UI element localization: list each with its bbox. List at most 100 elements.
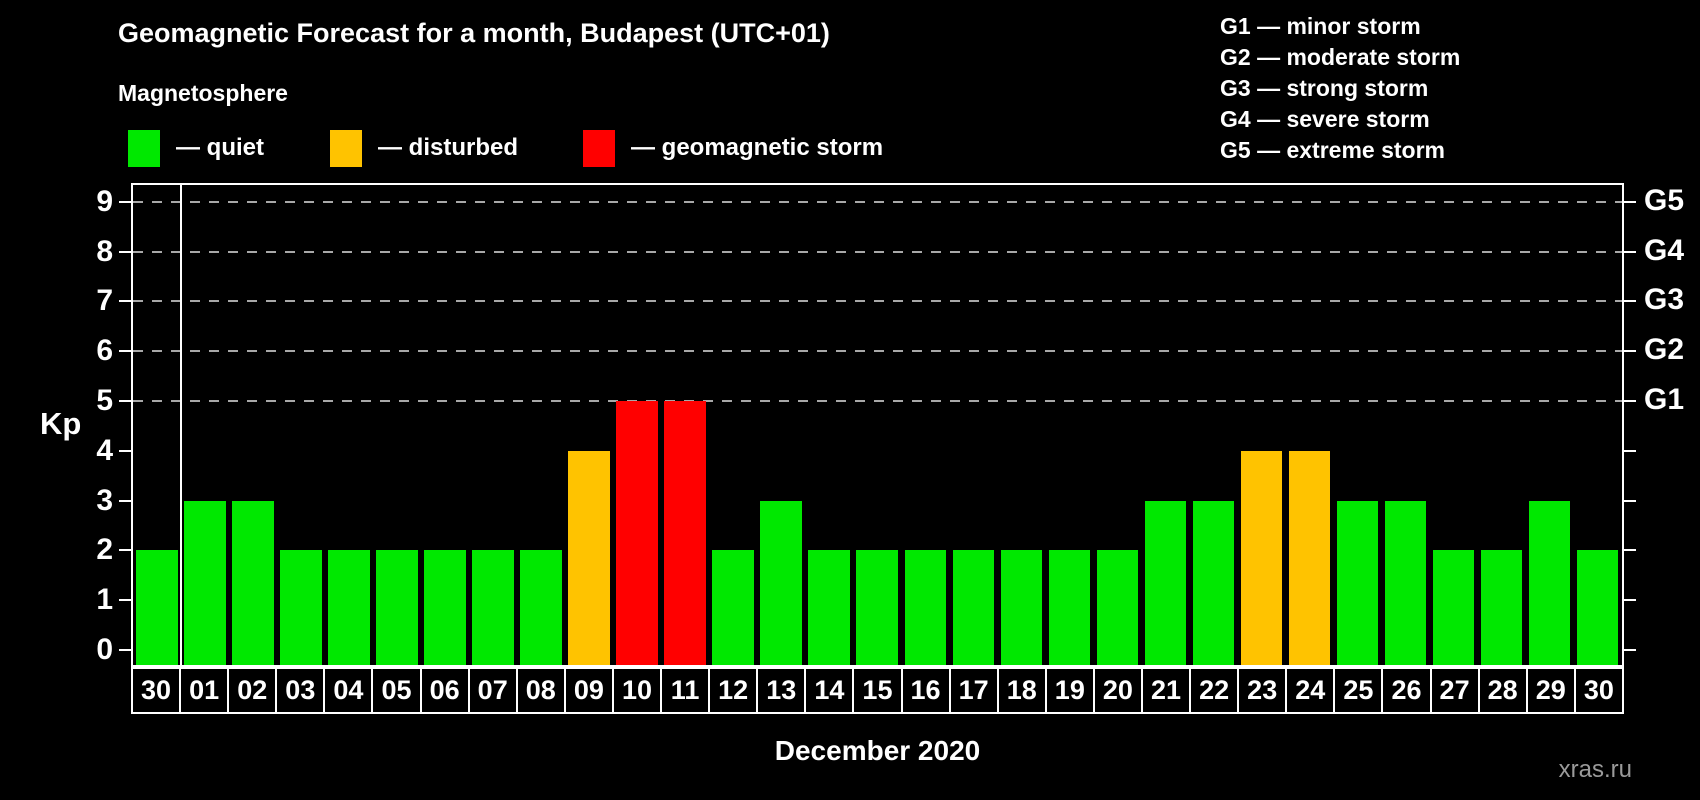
day-cell-06: 06 (419, 667, 470, 714)
bar-day-22 (1192, 500, 1235, 665)
legend-label-storm: — geomagnetic storm (631, 134, 884, 161)
right-axis-tick-2 (1624, 549, 1636, 552)
y-axis-tick-6 (119, 350, 131, 353)
day-cell-03: 03 (275, 667, 326, 714)
y-axis-tick-label-6: 6 (96, 334, 113, 368)
bar-day-08 (520, 550, 562, 665)
bar-day-01 (184, 500, 226, 665)
y-axis-tick-label-8: 8 (96, 234, 113, 268)
right-axis-label-g4: G4 (1644, 233, 1685, 267)
y-axis-tick-label-4: 4 (96, 433, 113, 467)
right-axis-label-g2: G2 (1644, 333, 1685, 367)
y-axis-tick-label-2: 2 (96, 533, 113, 567)
day-cell-28: 28 (1477, 667, 1528, 714)
bar-day-20 (1096, 550, 1139, 665)
day-cell-16: 16 (900, 667, 951, 714)
bar-day-27 (1432, 550, 1475, 665)
y-axis-tick-8 (119, 250, 131, 253)
day-cell-05: 05 (371, 667, 422, 714)
day-cell-02: 02 (227, 667, 278, 714)
day-cell-04: 04 (323, 667, 374, 714)
legend-label-disturbed: — disturbed (378, 134, 519, 161)
g-scale-legend: G1 — minor storm G2 — moderate storm G3 — … (1220, 11, 1460, 166)
y-axis-tick-label-1: 1 (96, 583, 113, 617)
day-cell-25: 25 (1333, 667, 1384, 714)
legend-item-disturbed: — disturbed (330, 129, 518, 167)
bar-day-05 (376, 550, 418, 665)
bar-day-12 (712, 550, 754, 665)
day-cell-19: 19 (1044, 667, 1095, 714)
right-axis-label-g3: G3 (1644, 283, 1685, 317)
day-cell-30: 30 (1573, 667, 1624, 714)
bar-day-16 (904, 550, 947, 665)
bar-day-02 (232, 500, 274, 665)
gridline-kp7 (133, 300, 1622, 303)
bar-day-19 (1048, 550, 1091, 665)
storm-swatch (583, 129, 615, 167)
right-axis-tick-4 (1624, 449, 1636, 452)
day-cell-10: 10 (611, 667, 663, 714)
right-axis-tick-7 (1624, 300, 1636, 303)
y-axis-tick-label-3: 3 (96, 483, 113, 517)
y-axis-title: Kp (40, 406, 82, 441)
watermark: xras.ru (1558, 756, 1632, 783)
g-legend-line: G3 — strong storm (1220, 75, 1429, 101)
bar-day-13 (760, 500, 802, 665)
day-cell-11: 11 (660, 667, 711, 714)
y-axis-tick-1 (119, 599, 131, 602)
y-axis-tick-7 (119, 300, 131, 303)
right-axis-tick-5 (1624, 400, 1636, 402)
day-cell-30: 30 (131, 667, 182, 714)
y-axis-tick-2 (119, 549, 131, 552)
bar-day-06 (424, 550, 466, 665)
bar-day-23 (1240, 450, 1283, 665)
day-cell-09: 09 (563, 667, 614, 714)
y-axis-tick-label-0: 0 (96, 633, 113, 666)
bar-day-03 (280, 550, 322, 665)
day-cell-20: 20 (1092, 667, 1143, 714)
day-cell-12: 12 (708, 667, 759, 714)
bar-day-17 (952, 550, 995, 665)
bar-day-30 (1576, 550, 1619, 665)
day-cell-07: 07 (467, 667, 518, 714)
day-cell-23: 23 (1237, 667, 1288, 714)
day-cell-08: 08 (515, 667, 566, 714)
day-cell-01: 01 (179, 667, 230, 714)
legend-label-quiet: — quiet (176, 134, 264, 161)
bar-day-28 (1480, 550, 1523, 665)
y-axis-tick-9 (119, 200, 131, 203)
right-axis-tick-3 (1624, 499, 1636, 502)
y-axis-tick-3 (119, 499, 131, 502)
bar-day-21 (1144, 500, 1187, 665)
gridline-kp6 (133, 350, 1622, 353)
legend-item-storm: — geomagnetic storm (583, 129, 883, 167)
g-legend-line: G1 — minor storm (1220, 13, 1421, 39)
gridline-kp9 (133, 200, 1622, 203)
magnetosphere-label: Magnetosphere (118, 80, 288, 106)
bar-day-18 (1000, 550, 1043, 665)
x-axis-title: December 2020 (774, 735, 981, 766)
bar-day-11 (664, 401, 706, 665)
x-axis-day-labels: 30 01 02 03 04 05 06 07 08 09 10 11 12 13 14 15 16 17 18 19… (131, 667, 1624, 714)
y-axis-tick-4 (119, 449, 131, 452)
bar-day-26 (1384, 500, 1427, 665)
g-legend-line: G2 — moderate storm (1220, 44, 1461, 70)
bar-day-30 (136, 550, 178, 665)
g-legend-line: G4 — severe storm (1220, 106, 1430, 132)
right-axis-label-g1: G1 (1644, 383, 1685, 416)
day-cell-27: 27 (1429, 667, 1480, 714)
month-separator-line (179, 185, 182, 665)
day-cell-24: 24 (1285, 667, 1336, 714)
gridline-kp5 (133, 400, 1622, 402)
gridline-kp8 (133, 250, 1622, 253)
day-cell-13: 13 (756, 667, 807, 714)
y-axis-tick-label-5: 5 (96, 384, 113, 417)
bar-day-07 (472, 550, 514, 665)
y-axis-tick-5 (119, 400, 131, 402)
plot-area: 0 1 2 3 4 5 6 7 8 9 G1 G2 G3 G4 G5 (96, 183, 1684, 667)
bar-day-14 (808, 550, 850, 665)
bar-day-24 (1288, 450, 1331, 665)
legend-item-quiet: — quiet (128, 129, 264, 167)
day-cell-26: 26 (1381, 667, 1432, 714)
